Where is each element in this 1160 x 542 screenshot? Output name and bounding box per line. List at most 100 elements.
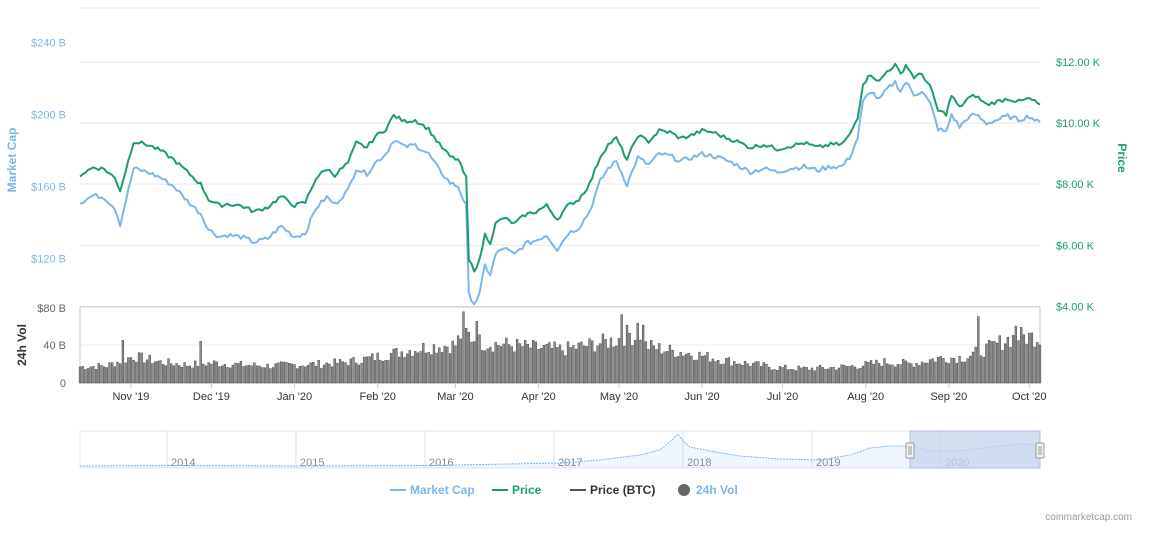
volume-bar bbox=[363, 356, 366, 384]
volume-bar bbox=[132, 359, 135, 384]
legend-item-price[interactable]: Price bbox=[492, 483, 542, 497]
volume-bar bbox=[877, 363, 881, 384]
navigator-left-handle[interactable] bbox=[905, 442, 915, 459]
volume-bar bbox=[89, 366, 92, 384]
volume-bar bbox=[406, 353, 409, 384]
volume-bar bbox=[532, 340, 535, 384]
volume-bar bbox=[92, 366, 95, 384]
x-axis-tick: Feb '20 bbox=[359, 391, 395, 403]
navigator-selected-range[interactable] bbox=[909, 430, 1041, 469]
volume-bar bbox=[397, 356, 401, 384]
volume-bar bbox=[827, 368, 830, 384]
volume-bar bbox=[652, 345, 655, 384]
volume-bar bbox=[979, 355, 983, 384]
volume-bar bbox=[288, 363, 291, 384]
volume-bar bbox=[706, 351, 709, 384]
volume-bar bbox=[663, 351, 666, 384]
volume-bar bbox=[365, 356, 369, 384]
volume-bar bbox=[395, 348, 398, 384]
volume-bar bbox=[371, 353, 374, 384]
x-axis-tick: Sep '20 bbox=[930, 391, 967, 403]
volume-bar bbox=[191, 367, 194, 384]
left-axis-title: Market Cap bbox=[5, 128, 19, 193]
volume-bar bbox=[1025, 343, 1028, 384]
volume-axis-title: 24h Vol bbox=[15, 324, 29, 366]
volume-bar bbox=[279, 361, 283, 384]
navigator[interactable]: 2014201520162017201820192020 bbox=[79, 430, 1045, 469]
volume-bar bbox=[140, 352, 143, 384]
volume-bar bbox=[658, 343, 661, 384]
credits-link[interactable]: coinmarketcap.com bbox=[1045, 512, 1132, 523]
legend-item-price-btc[interactable]: Price (BTC) bbox=[570, 483, 655, 497]
volume-bar bbox=[245, 365, 248, 384]
volume-bar bbox=[320, 367, 323, 384]
volume-bar bbox=[186, 365, 189, 384]
volume-bar bbox=[188, 365, 192, 384]
volume-bar bbox=[220, 365, 224, 384]
volume-bar bbox=[499, 346, 503, 384]
volume-bar bbox=[599, 343, 602, 384]
volume-bar bbox=[456, 335, 460, 384]
volume-bar bbox=[381, 361, 385, 384]
volume-bar bbox=[762, 362, 765, 384]
volume-bar bbox=[623, 345, 626, 384]
volume-bar bbox=[486, 348, 489, 384]
volume-bar bbox=[564, 355, 567, 384]
volume-bar bbox=[86, 368, 90, 384]
volume-bar bbox=[692, 359, 696, 384]
volume-bar bbox=[942, 358, 945, 384]
volume-bar bbox=[639, 339, 642, 384]
navigator-frame bbox=[79, 430, 1041, 469]
navigator-right-handle[interactable] bbox=[1035, 442, 1045, 459]
volume-axis-tick: $80 B bbox=[37, 303, 66, 315]
volume-bar bbox=[797, 365, 800, 384]
volume-bar bbox=[414, 351, 417, 384]
x-axis-tick: Jun '20 bbox=[685, 391, 720, 403]
volume-bar bbox=[778, 366, 782, 384]
volume-bar bbox=[784, 364, 787, 384]
volume-bar bbox=[722, 363, 725, 384]
volume-bar bbox=[974, 346, 977, 384]
volume-bar bbox=[867, 362, 870, 384]
volume-bar bbox=[891, 364, 894, 384]
volume-bar bbox=[322, 364, 326, 384]
volume-bar bbox=[210, 363, 213, 384]
legend-item-market-cap[interactable]: Market Cap bbox=[390, 483, 475, 497]
volume-bar bbox=[261, 367, 264, 384]
volume-bar bbox=[730, 365, 733, 384]
volume-bar bbox=[776, 370, 779, 384]
volume-bar bbox=[180, 367, 184, 384]
volume-bar bbox=[266, 363, 269, 384]
volume-bar bbox=[534, 341, 537, 384]
navigator-year-label: 2016 bbox=[429, 457, 453, 469]
volume-bar bbox=[161, 364, 165, 384]
volume-bar bbox=[727, 357, 731, 384]
volume-bar bbox=[194, 360, 197, 384]
volume-bar bbox=[338, 359, 342, 384]
volume-bar bbox=[934, 361, 937, 384]
volume-bar bbox=[389, 353, 393, 384]
volume-bar bbox=[403, 357, 406, 384]
volume-bar bbox=[529, 347, 532, 384]
volume-bar bbox=[601, 333, 605, 384]
volume-bar bbox=[859, 368, 862, 384]
volume-bar bbox=[333, 358, 336, 384]
volume-bar bbox=[703, 355, 706, 384]
legend[interactable]: Market Cap Price Price (BTC) 24h Vol bbox=[390, 483, 738, 497]
legend-item-24h-vol[interactable]: 24h Vol bbox=[678, 483, 738, 497]
volume-bar bbox=[212, 360, 216, 384]
volume-bar bbox=[896, 364, 900, 384]
volume-bar bbox=[430, 354, 433, 384]
volume-bar bbox=[977, 316, 980, 384]
volume-bar bbox=[939, 356, 942, 384]
volume-bar bbox=[513, 351, 516, 384]
volume-bar bbox=[202, 363, 205, 384]
volume-bar bbox=[465, 327, 468, 384]
volume-bar bbox=[666, 351, 669, 384]
volume-bar bbox=[304, 366, 307, 384]
volume-bar bbox=[679, 352, 682, 384]
volume-bar bbox=[108, 362, 111, 384]
volume-bar bbox=[330, 366, 334, 384]
volume-bar bbox=[422, 343, 425, 384]
